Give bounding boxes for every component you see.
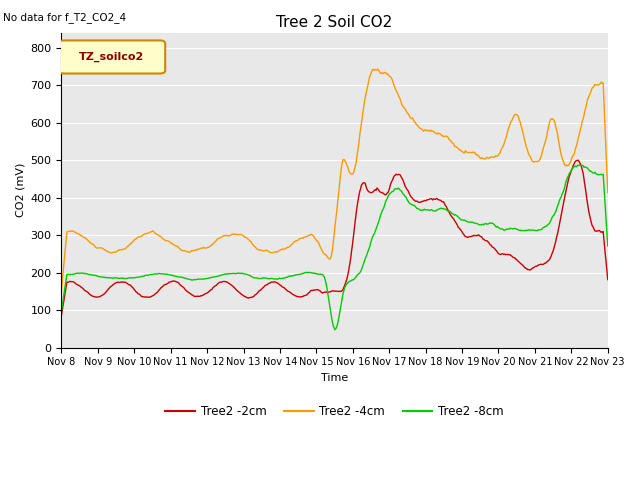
Text: TZ_soilco2: TZ_soilco2 xyxy=(79,51,144,61)
X-axis label: Time: Time xyxy=(321,373,348,383)
FancyBboxPatch shape xyxy=(59,40,165,73)
Title: Tree 2 Soil CO2: Tree 2 Soil CO2 xyxy=(276,15,393,30)
Legend: Tree2 -2cm, Tree2 -4cm, Tree2 -8cm: Tree2 -2cm, Tree2 -4cm, Tree2 -8cm xyxy=(161,401,509,423)
Y-axis label: CO2 (mV): CO2 (mV) xyxy=(15,163,25,217)
Text: No data for f_T2_CO2_4: No data for f_T2_CO2_4 xyxy=(3,12,126,23)
